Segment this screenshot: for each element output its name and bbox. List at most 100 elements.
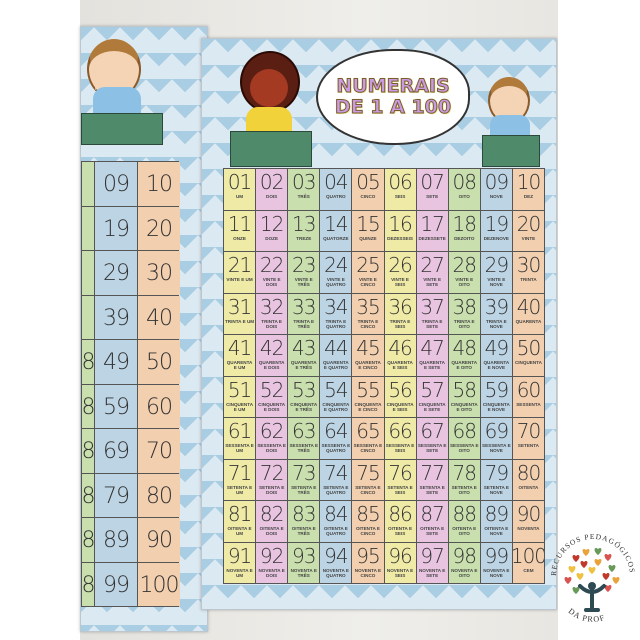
cell-word: NOVENTA E NOVE <box>483 567 510 578</box>
cell-number: 52 <box>259 377 284 402</box>
number-cell: 39 TRINTA E NOVE <box>480 293 512 334</box>
white-border-left <box>0 0 80 640</box>
cell-number: 33 <box>292 294 316 319</box>
cell-number: 8 <box>82 350 94 375</box>
cell-number: 38 <box>452 294 477 319</box>
cell-word: QUARENTA E TRÊS <box>290 360 317 370</box>
cell-word: ONZE <box>233 235 246 241</box>
cell-number: 10 <box>146 172 173 197</box>
cell-word: QUINZE <box>359 235 377 241</box>
cell-number: 58 <box>452 377 477 402</box>
cell-number: 56 <box>388 377 412 402</box>
cell-number: 61 <box>227 419 252 443</box>
heart-icon <box>564 576 572 584</box>
cell-number: 25 <box>356 253 380 277</box>
number-cell: 38 TRINTA E OITO <box>448 293 480 334</box>
cell-number: 42 <box>259 336 284 360</box>
cell-number: 07 <box>420 170 444 194</box>
cell-word: VINTE <box>521 235 536 241</box>
number-cell: 63 SESSENTA E TRÊS <box>288 418 320 459</box>
cell-number: 09 <box>484 170 509 194</box>
number-cell: 78 SETENTA E OITO <box>448 459 480 500</box>
number-cell: 10 <box>138 162 180 206</box>
cell-number: 54 <box>324 377 348 402</box>
number-cell: 8 <box>82 518 94 562</box>
number-cell: 69 SESSENTA E NOVE <box>480 418 512 459</box>
number-cell: 29 <box>95 251 137 295</box>
cell-word: OITENTA E CINCO <box>355 526 380 536</box>
cell-word: SETENTA E QUATRO <box>323 484 349 495</box>
cell-number: 78 <box>452 460 477 485</box>
number-cell: 08 OITO <box>448 169 480 210</box>
title-line-2: DE 1 A 100 <box>334 96 452 118</box>
cell-number: 63 <box>292 419 316 443</box>
left-number-grid: 09 10 19 20 29 30 39 40 8 49 50 8 59 60 8 69 70 8 79 80 8 89 9… <box>81 161 180 607</box>
cell-number: 85 <box>356 502 380 526</box>
cell-number: 31 <box>227 294 252 319</box>
cell-word: NOVENTA E OITO <box>451 567 478 578</box>
number-cell: 87 OITENTA E SETE <box>416 501 448 542</box>
cell-number: 93 <box>292 543 316 568</box>
number-cell: 29 VINTE E NOVE <box>480 252 512 293</box>
number-cell: 05 CINCO <box>352 169 384 210</box>
cell-word: NOVENTA E SETE <box>418 567 446 578</box>
cell-number: 82 <box>259 502 284 526</box>
number-cell: 40 QUARENTA <box>512 293 544 334</box>
cell-word: SETE <box>426 194 439 199</box>
number-cell: 37 TRINTA E SETE <box>416 293 448 334</box>
cell-word: CINQUENTA <box>514 360 542 365</box>
cell-number: 01 <box>227 170 252 194</box>
cell-word: QUATRO <box>326 194 346 199</box>
cell-number: 60 <box>146 394 173 420</box>
number-cell: 35 TRINTA E CINCO <box>352 293 384 334</box>
number-cell: 73 SETENTA E TRÊS <box>288 459 320 500</box>
number-cell <box>82 251 94 295</box>
number-cell: 55 CINQUENTA E CINCO <box>352 376 384 417</box>
cell-number: 39 <box>484 294 509 319</box>
number-cell: 66 SESSENTA E SEIS <box>384 418 416 459</box>
title-cloud: NUMERAIS DE 1 A 100 <box>316 49 470 145</box>
cell-number: 97 <box>420 543 444 568</box>
heart-icon <box>594 558 602 566</box>
cell-word: DOZE <box>265 235 279 241</box>
cell-number: 75 <box>356 460 380 485</box>
number-cell: 100 <box>138 562 180 606</box>
cell-number: 100 <box>139 572 180 598</box>
cell-number: 09 <box>103 172 130 197</box>
cell-number: 15 <box>356 211 380 236</box>
number-cell: 71 SETENTA E UM <box>224 459 256 500</box>
number-cell: 81 OITENTA E UM <box>224 501 256 542</box>
cell-number: 64 <box>324 419 348 443</box>
heart-icon <box>612 576 620 584</box>
cell-word: OITENTA E TRÊS <box>291 526 316 536</box>
cell-word: SESSENTA E UM <box>225 443 254 453</box>
cell-number: 8 <box>82 439 94 464</box>
cell-word: CINQUENTA E SETE <box>418 401 446 412</box>
cell-number: 98 <box>452 543 477 568</box>
cell-number: 8 <box>82 394 94 420</box>
cell-word: SETENTA E TRÊS <box>291 484 317 495</box>
cell-number: 30 <box>146 261 173 286</box>
cell-word: DEZESSEIS <box>387 235 413 241</box>
number-cell: 18 DEZOITO <box>448 210 480 251</box>
cell-word: OITENTA E NOVE <box>484 526 509 536</box>
number-cell: 19 DEZENOVE <box>480 210 512 251</box>
number-cell: 31 TRINTA E UM <box>224 293 256 334</box>
number-cell: 82 OITENTA E DOIS <box>256 501 288 542</box>
number-cell: 27 VINTE E SETE <box>416 252 448 293</box>
cell-number: 32 <box>259 294 284 319</box>
cell-word: TRINTA E QUATRO <box>325 318 347 329</box>
cell-word: TRINTA E OITO <box>453 318 475 329</box>
number-cell: 100 CEM <box>512 542 544 583</box>
number-cell: 06 SEIS <box>384 169 416 210</box>
number-cell: 60 SESSENTA <box>512 376 544 417</box>
cell-word: QUARENTA E SETE <box>419 360 445 370</box>
cell-number: 59 <box>484 377 509 402</box>
cell-number: 79 <box>484 460 509 485</box>
cell-number: 99 <box>103 572 130 598</box>
girl-illustration <box>230 51 312 169</box>
number-cell: 90 NOVENTA <box>512 501 544 542</box>
cell-number: 37 <box>420 294 444 319</box>
cell-number: 35 <box>356 294 380 319</box>
cell-word: SESSENTA E TRÊS <box>289 443 319 453</box>
